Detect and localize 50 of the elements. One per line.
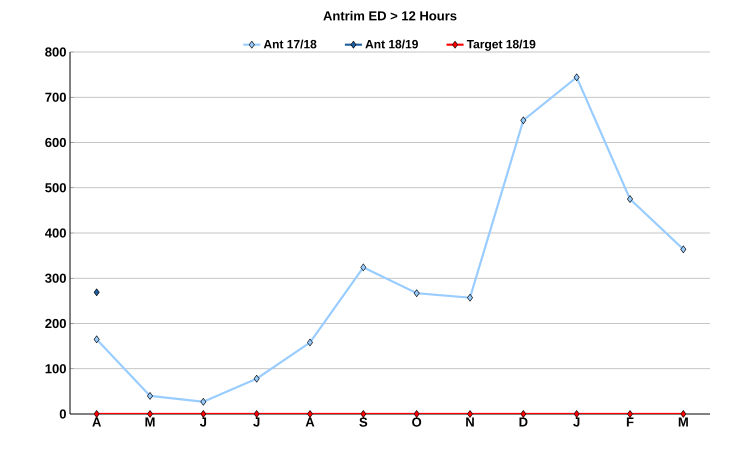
- point: [307, 410, 313, 418]
- x-tick-label: O: [412, 418, 422, 427]
- x-tick-label: A: [92, 418, 102, 426]
- point: [94, 288, 100, 296]
- y-tick-label: 200: [45, 318, 66, 328]
- legend-label: Target 18/19: [466, 40, 536, 51]
- point: [574, 410, 580, 418]
- y-tick-label: 700: [45, 92, 66, 102]
- point: [200, 410, 206, 418]
- x-tick-label: N: [466, 418, 474, 426]
- point: [200, 398, 206, 406]
- x-tick-label: J: [200, 418, 206, 427]
- x-tick-label: J: [253, 418, 260, 427]
- point: [254, 374, 260, 382]
- y-tick-label: 500: [45, 183, 66, 192]
- x-tick-label: A: [306, 418, 314, 426]
- point: [414, 410, 420, 418]
- x-tick-label: J: [573, 418, 580, 427]
- point: [627, 410, 633, 418]
- point: [147, 410, 153, 418]
- point: [680, 410, 686, 418]
- legend-label: Ant 17/18: [264, 40, 316, 49]
- y-tick-label: 300: [45, 274, 66, 283]
- point: [467, 294, 473, 302]
- y-tick-label: 100: [46, 364, 66, 374]
- point: [680, 245, 686, 254]
- point: [360, 410, 366, 418]
- point: [147, 392, 153, 400]
- point: [574, 74, 580, 82]
- point: [520, 410, 526, 418]
- x-tick-label: F: [626, 418, 634, 426]
- x-tick-label: M: [678, 418, 688, 426]
- x-tick-label: M: [145, 418, 155, 426]
- x-tick-label: S: [359, 418, 368, 427]
- y-tick-label: 400: [44, 228, 66, 238]
- legend-label: Ant 18/19: [365, 40, 418, 49]
- point: [360, 264, 366, 272]
- point: [627, 195, 633, 203]
- point: [94, 336, 100, 344]
- y-tick-label: 0: [60, 409, 66, 419]
- y-tick-label: 600: [45, 138, 66, 148]
- point: [254, 410, 260, 418]
- point: [414, 289, 420, 297]
- point: [467, 410, 473, 418]
- point: [307, 338, 313, 346]
- y-tick-label: 800: [45, 47, 66, 57]
- point: [520, 116, 526, 124]
- point: [94, 410, 100, 418]
- chart-title: Antrim ED > 12 Hours: [323, 10, 456, 20]
- x-tick-label: D: [520, 418, 528, 426]
